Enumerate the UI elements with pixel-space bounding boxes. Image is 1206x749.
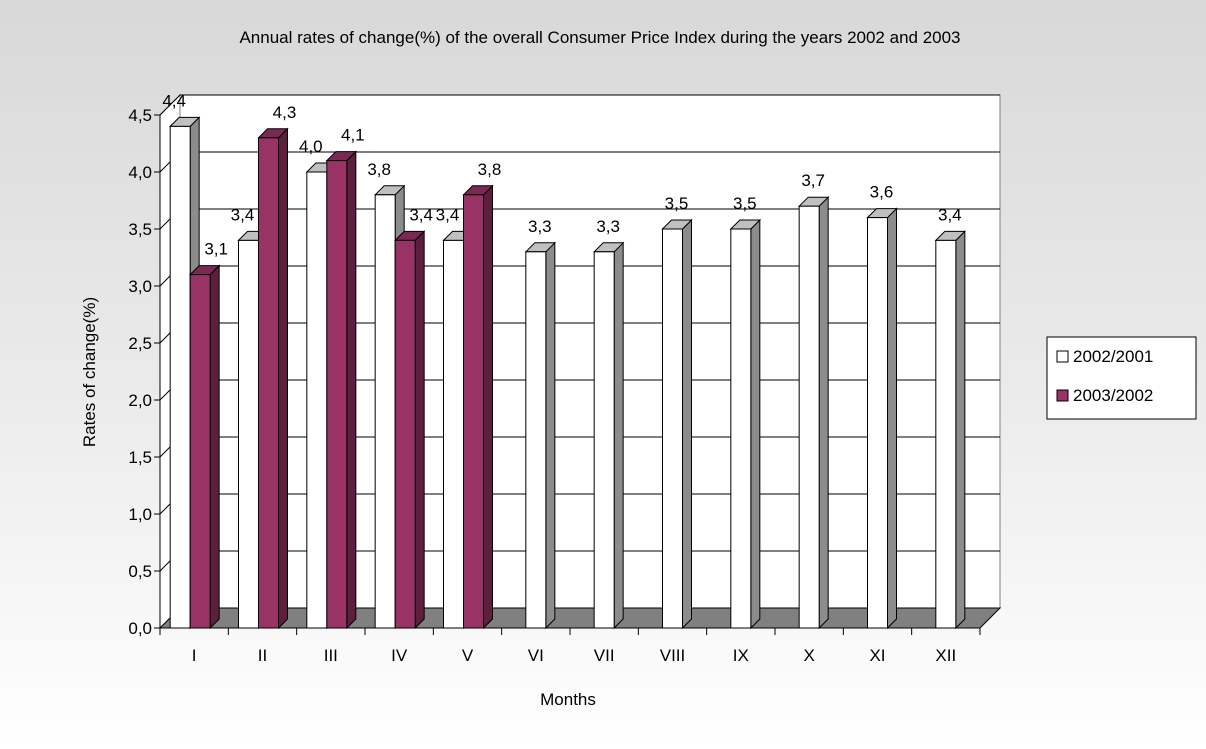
bar-2002-2001-iv: [374, 194, 396, 629]
data-label-2002-2001-v: 3,4: [436, 205, 460, 224]
y-tick-label: 4,5: [128, 106, 152, 125]
bar-2002-2001-vii-side: [613, 241, 624, 630]
bar-2002-2001-x: [798, 205, 820, 629]
bar-2003-2002-i-side: [209, 264, 220, 630]
data-label-2002-2001-ii: 3,4: [231, 205, 255, 224]
legend-box: [1046, 336, 1197, 420]
gridline: [159, 94, 1000, 116]
chart-title: Annual rates of change(%) of the overall…: [239, 28, 960, 47]
x-tick-label-ix: IX: [733, 646, 749, 665]
plot-area: 0,00,51,01,52,02,53,03,54,04,5I II III IV V V…: [128, 91, 1002, 665]
y-tick-label: 0,0: [128, 619, 152, 638]
x-axis-label: Months: [540, 690, 596, 709]
y-tick-label: 1,0: [128, 505, 152, 524]
y-tick-label: 1,5: [128, 448, 152, 467]
x-tick-label-ii: II: [258, 646, 267, 665]
y-tick-label: 2,0: [128, 391, 152, 410]
x-tick-label-xi: XI: [869, 646, 885, 665]
bar-2002-2001-iii: [306, 171, 328, 629]
data-label-2003-2002-iv: 3,4: [409, 205, 433, 224]
y-tick-label: 0,5: [128, 562, 152, 581]
x-tick-label-iii: III: [324, 646, 338, 665]
legend-label-2003-2002: 2003/2002: [1073, 386, 1153, 405]
data-label-2002-2001-x: 3,7: [801, 171, 825, 190]
data-label-2002-2001-xii: 3,4: [938, 205, 962, 224]
data-label-2002-2001-vi: 3,3: [528, 217, 552, 236]
y-tick-label: 2,5: [128, 334, 152, 353]
bar-2002-2001-xi-side: [887, 207, 897, 630]
bar-2002-2001-ii: [238, 239, 259, 629]
bar-2002-2001-xi: [867, 217, 888, 629]
bar-2002-2001-vii: [593, 251, 615, 629]
bar-2003-2002-ii: [258, 137, 279, 629]
data-label-2002-2001-ix: 3,5: [733, 194, 757, 213]
bar-2003-2002-v-side: [483, 184, 493, 630]
x-tick-label-iv: IV: [391, 646, 408, 665]
bar-2002-2001-vi: [525, 251, 547, 629]
data-label-2003-2002-iii: 4,1: [341, 126, 365, 145]
bar-2002-2001-vi-side: [545, 241, 556, 630]
x-tick-label-x: X: [803, 646, 814, 665]
legend-swatch-2003-2002: [1056, 389, 1069, 402]
x-tick-label-viii: VIII: [660, 646, 686, 665]
bar-2002-2001-v: [443, 239, 464, 629]
x-tick-label-i: I: [192, 646, 197, 665]
legend-swatch-2002-2001: [1056, 350, 1069, 363]
data-label-2002-2001-vii: 3,3: [596, 217, 620, 236]
data-label-2002-2001-i: 4,4: [162, 91, 186, 110]
bar-2002-2001-x-side: [818, 195, 829, 630]
x-tick-label-vii: VII: [594, 646, 615, 665]
data-label-2002-2001-xi: 3,6: [870, 183, 894, 202]
legend: 2002/2001 2003/2002: [1046, 336, 1197, 420]
data-label-2002-2001-viii: 3,5: [665, 194, 689, 213]
bar-2002-2001-ix-side: [750, 218, 761, 630]
bar-2002-2001-viii: [662, 228, 683, 629]
legend-label-2002-2001: 2002/2001: [1073, 347, 1153, 366]
bar-2003-2002-i: [189, 274, 211, 629]
bar-2002-2001-xii-side: [955, 230, 966, 630]
x-tick-label-xii: XII: [935, 646, 956, 665]
bar-2002-2001-viii-side: [682, 218, 692, 630]
bar-2002-2001-xii: [935, 239, 957, 629]
bar-2003-2002-iii-side: [346, 150, 357, 630]
y-tick-label: 3,5: [128, 220, 152, 239]
data-label-2003-2002-i: 3,1: [204, 240, 228, 259]
bar-2003-2002-ii-side: [278, 127, 288, 630]
y-axis-label: Rates of change(%): [80, 297, 99, 447]
x-tick-label-vi: VI: [528, 646, 544, 665]
data-label-2002-2001-iii: 4,0: [299, 137, 323, 156]
y-tick-label: 3,0: [128, 277, 152, 296]
bar-2003-2002-iv-side: [414, 230, 425, 630]
data-label-2003-2002-v: 3,8: [478, 160, 502, 179]
bar-2003-2002-iii: [326, 160, 348, 629]
y-tick-label: 4,0: [128, 163, 152, 182]
data-label-2002-2001-iv: 3,8: [367, 160, 391, 179]
bar-2003-2002-v: [463, 194, 484, 629]
bar-2002-2001-ix: [730, 228, 752, 629]
bar-2003-2002-iv: [394, 239, 416, 629]
data-label-2003-2002-ii: 4,3: [273, 103, 297, 122]
bar-2002-2001-i: [169, 125, 191, 629]
x-tick-label-v: V: [462, 646, 474, 665]
